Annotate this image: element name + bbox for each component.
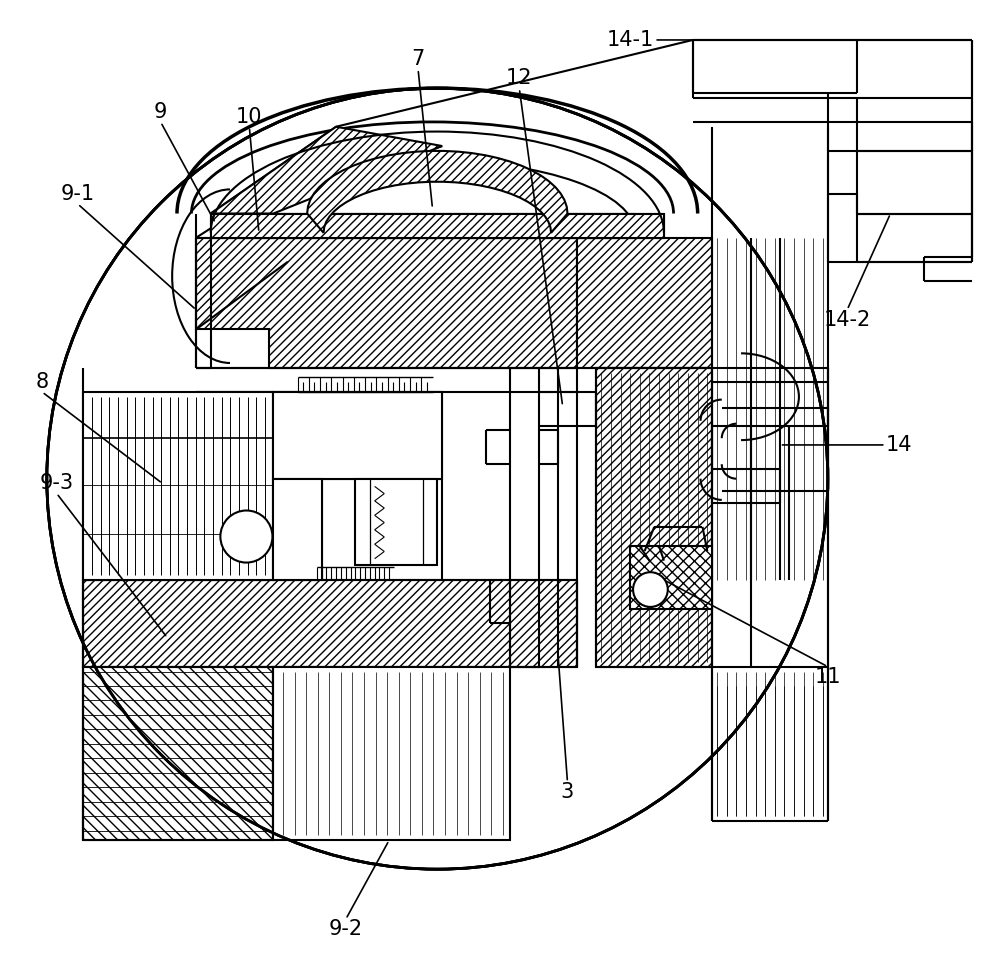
Text: 9-3: 9-3 bbox=[39, 473, 74, 493]
Text: 10: 10 bbox=[236, 106, 263, 127]
Polygon shape bbox=[83, 580, 577, 666]
Text: 9: 9 bbox=[154, 102, 167, 122]
Bar bbox=[273, 392, 442, 479]
Bar bbox=[273, 666, 510, 840]
Polygon shape bbox=[596, 367, 712, 666]
Text: 3: 3 bbox=[561, 782, 574, 803]
Circle shape bbox=[220, 511, 272, 563]
Polygon shape bbox=[196, 238, 577, 367]
Text: 7: 7 bbox=[411, 49, 425, 69]
Text: 14: 14 bbox=[886, 435, 912, 454]
Text: 9-1: 9-1 bbox=[61, 184, 95, 204]
Text: 12: 12 bbox=[506, 68, 533, 88]
Polygon shape bbox=[211, 127, 442, 214]
Bar bbox=[273, 479, 322, 580]
Bar bbox=[355, 479, 437, 566]
Text: 14-1: 14-1 bbox=[607, 30, 654, 50]
Bar bbox=[83, 392, 273, 580]
Text: 11: 11 bbox=[815, 666, 841, 687]
Polygon shape bbox=[307, 151, 567, 233]
Text: 14-2: 14-2 bbox=[823, 310, 871, 330]
Polygon shape bbox=[83, 666, 273, 840]
Text: 9-2: 9-2 bbox=[329, 920, 363, 939]
Circle shape bbox=[47, 88, 828, 869]
Polygon shape bbox=[577, 238, 712, 367]
Polygon shape bbox=[630, 546, 712, 609]
Polygon shape bbox=[211, 214, 664, 238]
Circle shape bbox=[633, 572, 668, 607]
Text: 8: 8 bbox=[35, 372, 49, 392]
